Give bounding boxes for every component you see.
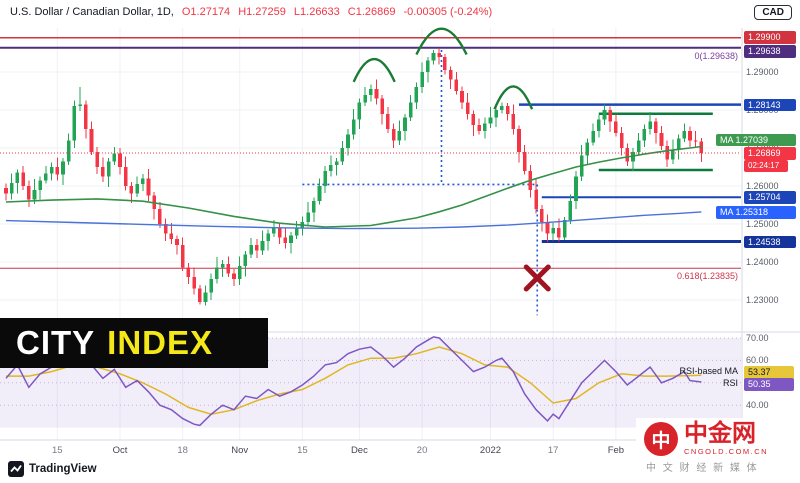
tradingview-logo-icon: [8, 461, 24, 477]
level-lines: [0, 37, 741, 269]
currency-badge[interactable]: CAD: [754, 5, 792, 20]
x-mark: [523, 264, 551, 292]
tradingview-attribution[interactable]: TradingView: [8, 461, 97, 477]
change-value: -0.00305 (-0.24%): [403, 6, 493, 18]
close-value: C1.26869: [347, 6, 396, 18]
symbol-title[interactable]: U.S. Dollar / Canadian Dollar, 1D,: [10, 6, 174, 18]
cngold-tagline: 中 文 财 经 新 媒 体: [646, 463, 759, 475]
cngold-logo-icon: 中: [644, 422, 678, 457]
arc-annotations: [352, 27, 534, 110]
city-index-word1: CITY: [16, 324, 96, 361]
low-value: L1.26633: [293, 6, 340, 18]
symbol-header: U.S. Dollar / Canadian Dollar, 1D, O1.27…: [10, 6, 492, 18]
dotted-guides: [302, 49, 539, 316]
city-index-word2: INDEX: [107, 324, 214, 361]
cngold-name: 中金网: [684, 420, 756, 447]
city-index-logo: CITY INDEX: [0, 318, 268, 368]
cngold-domain: CNGOLD.COM.CN: [684, 447, 769, 457]
cngold-watermark: 中 中金网 CNGOLD.COM.CN 中 文 财 经 新 媒 体: [636, 418, 800, 483]
moving-averages: [5, 145, 702, 230]
open-value: O1.27174: [181, 6, 231, 18]
tradingview-label: TradingView: [29, 463, 97, 475]
candles-layer: [4, 47, 704, 306]
high-value: H1.27259: [238, 6, 286, 18]
rsi-layer: [5, 336, 702, 427]
